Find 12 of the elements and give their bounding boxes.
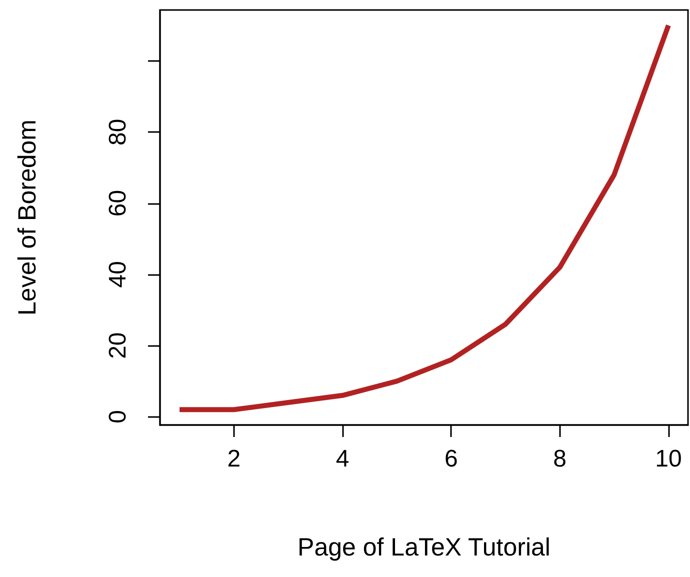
y-axis-title: Level of Boredom bbox=[14, 120, 42, 316]
y-tick-label: 40 bbox=[104, 261, 132, 288]
x-tick-label: 6 bbox=[444, 446, 458, 472]
x-tick-label: 10 bbox=[655, 446, 682, 472]
y-tick-label: 0 bbox=[104, 410, 132, 424]
y-tick-label: 20 bbox=[104, 332, 132, 359]
y-tick-label: 80 bbox=[104, 118, 132, 146]
x-tick-label: 8 bbox=[553, 446, 566, 472]
x-tick-label: 4 bbox=[336, 446, 350, 472]
x-axis-title: Page of LaTeX Tutorial bbox=[298, 534, 550, 562]
x-tick-label: 2 bbox=[227, 446, 241, 472]
y-tick-label: 60 bbox=[104, 190, 132, 217]
